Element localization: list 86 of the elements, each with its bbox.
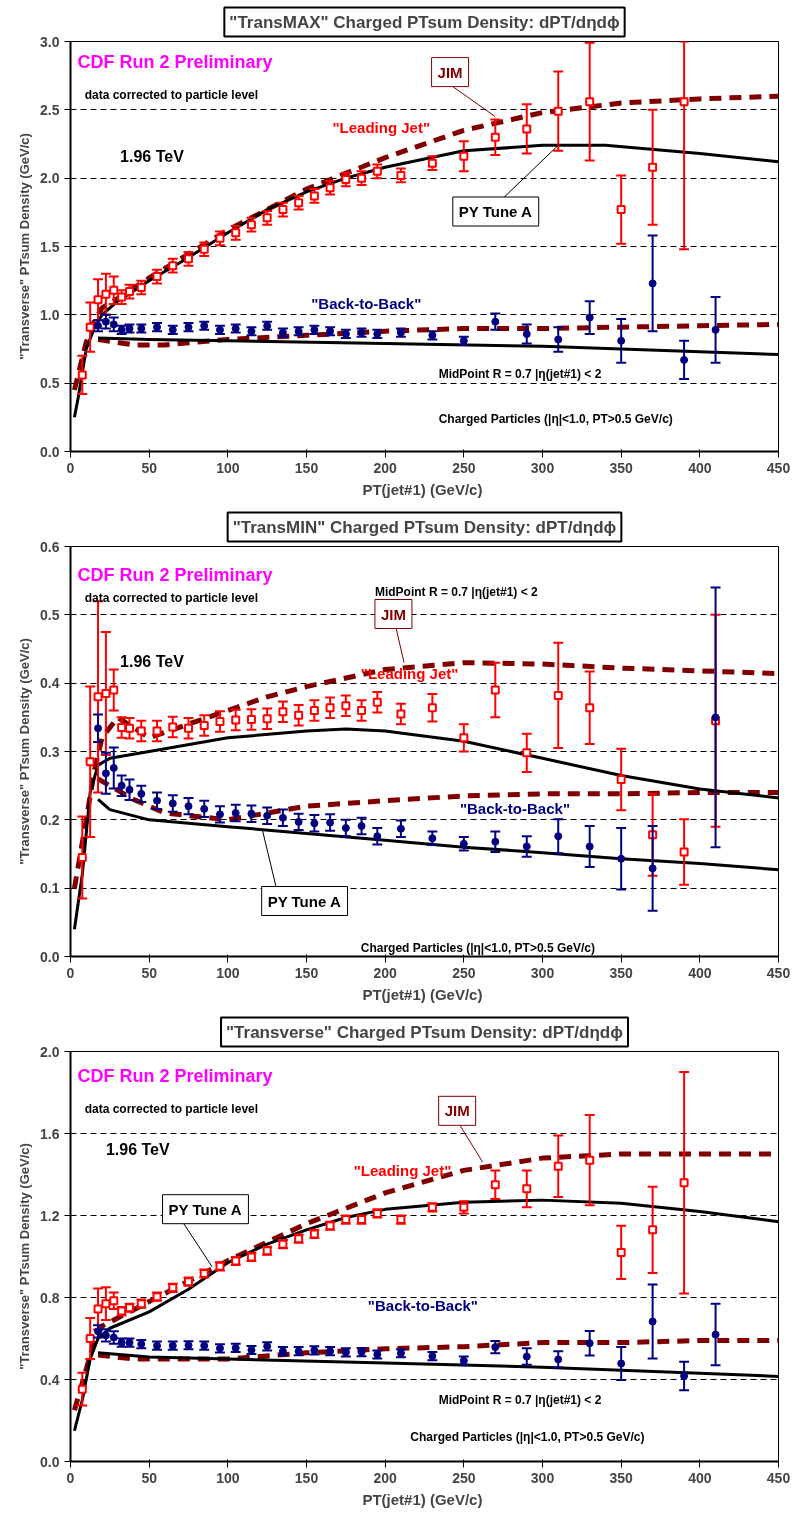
- x-tick-label: 150: [294, 1469, 319, 1486]
- annotation: CDF Run 2 Preliminary: [77, 565, 273, 586]
- annotation: MidPoint R = 0.7 |η(jet#1) < 2: [438, 366, 602, 381]
- y-tick-label: 1.0: [40, 306, 60, 323]
- y-tick-label: 2.0: [40, 1043, 60, 1060]
- annotation: Charged Particles (|η|<1.0, PT>0.5 GeV/c): [438, 411, 673, 426]
- x-tick-label: 450: [766, 1469, 791, 1486]
- chart-title: "Transverse" Charged PTsum Density: dPT/dηdϕ: [226, 1022, 624, 1042]
- y-tick-label: 0.1: [40, 880, 60, 897]
- x-axis-title: PT(jet#1) (GeV/c): [362, 985, 483, 1003]
- x-tick-label: 350: [609, 964, 634, 981]
- y-tick-label: 3.0: [40, 33, 60, 50]
- y-tick-label: 0.4: [40, 1371, 60, 1388]
- x-tick-label: 250: [452, 1469, 476, 1486]
- y-axis-title: "Transverse" PTsum Density (GeV/c): [17, 1143, 33, 1370]
- x-tick-label: 300: [530, 964, 555, 981]
- annotation: data corrected to particle level: [84, 87, 259, 102]
- annotation: PY Tune A: [458, 203, 533, 220]
- annotation: 1.96 TeV: [120, 652, 185, 670]
- y-tick-label: 2.0: [40, 170, 60, 187]
- x-tick-label: 350: [609, 1469, 634, 1486]
- annotation: 1.96 TeV: [105, 1141, 170, 1159]
- y-tick-label: 0.4: [40, 675, 60, 692]
- y-tick-label: 2.5: [40, 101, 60, 118]
- y-tick-label: 0.5: [40, 606, 60, 623]
- annotation: data corrected to particle level: [84, 590, 259, 605]
- x-tick-label: 100: [216, 459, 240, 476]
- annotation: JIM: [444, 1102, 470, 1120]
- x-tick-label: 350: [609, 459, 634, 476]
- x-tick-label: 0: [66, 459, 75, 476]
- series-label: "Leading Jet": [360, 664, 459, 682]
- annotation: MidPoint R = 0.7 |η(jet#1) < 2: [374, 584, 538, 599]
- x-tick-label: 100: [216, 964, 240, 981]
- series-label: "Leading Jet": [332, 118, 431, 136]
- x-tick-label: 50: [141, 459, 158, 476]
- y-tick-label: 0.6: [40, 538, 60, 555]
- y-tick-label: 0.0: [40, 443, 60, 460]
- x-tick-label: 50: [141, 1469, 158, 1486]
- y-tick-label: 0.2: [40, 811, 60, 828]
- x-tick-label: 400: [688, 964, 712, 981]
- annotation: CDF Run 2 Preliminary: [77, 1066, 273, 1087]
- x-tick-label: 250: [452, 459, 476, 476]
- annotation: CDF Run 2 Preliminary: [77, 52, 273, 72]
- x-tick-label: 200: [373, 459, 398, 476]
- y-tick-label: 1.6: [40, 1125, 60, 1142]
- x-axis-title: PT(jet#1) (GeV/c): [362, 1490, 483, 1508]
- y-tick-label: 1.2: [40, 1207, 60, 1224]
- annotation: PY Tune A: [267, 892, 341, 910]
- x-tick-label: 150: [294, 459, 319, 476]
- x-axis-title: PT(jet#1) (GeV/c): [362, 480, 483, 498]
- annotation: MidPoint R = 0.7 |η(jet#1) < 2: [438, 1393, 602, 1407]
- series-label: "Back-to-Back": [459, 800, 570, 818]
- x-tick-label: 200: [373, 1469, 398, 1486]
- x-tick-label: 450: [766, 964, 791, 981]
- x-tick-label: 200: [373, 964, 398, 981]
- y-axis-title: "Transverse" PTsum Density (GeV/c): [17, 133, 33, 360]
- x-tick-label: 400: [688, 459, 712, 476]
- x-tick-label: 300: [530, 459, 555, 476]
- x-tick-label: 250: [452, 964, 476, 981]
- x-tick-label: 150: [294, 964, 319, 981]
- annotation: PY Tune A: [168, 1200, 242, 1218]
- annotation: Charged Particles (|η|<1.0, PT>0.5 GeV/c): [360, 941, 595, 956]
- series-label: "Leading Jet": [353, 1161, 452, 1179]
- y-tick-label: 0.0: [40, 1453, 60, 1470]
- y-tick-label: 0.3: [40, 743, 60, 760]
- text: "Back-to-Back": [367, 1296, 478, 1314]
- x-tick-label: 450: [766, 459, 791, 476]
- x-tick-label: 0: [66, 1469, 75, 1486]
- series-label: "Back-to-Back": [311, 295, 422, 313]
- annotation: JIM: [380, 605, 406, 623]
- x-tick-label: 100: [216, 1469, 240, 1486]
- annotation: JIM: [437, 63, 463, 81]
- x-tick-label: 300: [530, 1469, 555, 1486]
- annotation: 1.96 TeV: [120, 147, 185, 165]
- x-tick-label: 0: [66, 964, 75, 981]
- x-tick-label: 50: [141, 964, 158, 981]
- y-tick-label: 0.8: [40, 1289, 60, 1306]
- annotation: Charged Particles (|η|<1.0, PT>0.5 GeV/c): [410, 1429, 645, 1444]
- x-tick-label: 400: [688, 1469, 712, 1486]
- y-tick-label: 0.0: [40, 948, 60, 965]
- annotation: data corrected to particle level: [84, 1101, 259, 1116]
- y-tick-label: 0.5: [40, 375, 60, 392]
- y-axis-title: "Transverse" PTsum Density (GeV/c): [17, 638, 33, 865]
- chart-title: "TransMAX" Charged PTsum Density: dPT/dηdϕ: [229, 12, 620, 32]
- chart-title: "TransMIN" Charged PTsum Density: dPT/dηdϕ: [232, 517, 617, 537]
- y-tick-label: 1.5: [40, 238, 60, 255]
